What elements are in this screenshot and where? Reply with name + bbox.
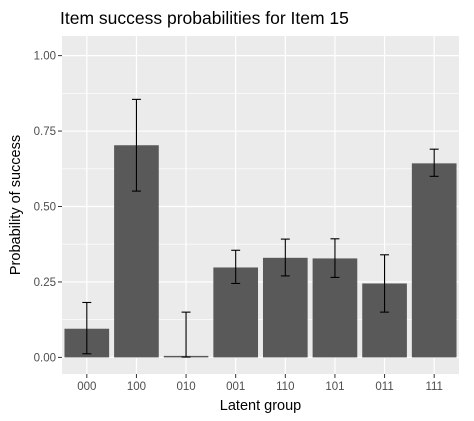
x-tick-label: 001 — [226, 381, 245, 393]
chart-title: Item success probabilities for Item 15 — [60, 8, 349, 28]
y-tick-label: 0.50 — [34, 202, 56, 214]
y-tick-label: 0.00 — [34, 352, 56, 364]
error-bar-111 — [429, 148, 439, 177]
error-bar-000 — [82, 301, 92, 355]
x-tick-label: 100 — [127, 381, 146, 393]
x-axis-ticks: 000 100 010 001 110 101 011 111 — [77, 374, 443, 393]
y-axis-title: Probability of success — [8, 135, 24, 275]
y-tick-label: 1.00 — [34, 51, 56, 63]
error-bar-101 — [330, 238, 340, 278]
error-bar-011 — [380, 254, 390, 313]
error-bar-100 — [131, 98, 141, 192]
error-bar-001 — [231, 249, 241, 285]
y-tick-label: 0.75 — [34, 126, 56, 138]
x-tick-label: 000 — [77, 381, 96, 393]
x-tick-label: 011 — [375, 381, 393, 393]
y-tick-label: 0.25 — [34, 277, 56, 289]
x-tick-label: 010 — [176, 381, 195, 393]
y-axis-ticks: 0.00 0.25 0.50 0.75 1.00 — [34, 51, 62, 364]
x-tick-label: 110 — [276, 381, 294, 393]
bar-111 — [411, 163, 457, 358]
x-tick-label: 111 — [425, 381, 442, 393]
x-axis-title: Latent group — [220, 398, 301, 414]
error-bar-010 — [181, 311, 191, 358]
error-bars — [82, 98, 439, 358]
x-tick-label: 101 — [325, 381, 344, 393]
error-bar-110 — [280, 238, 290, 277]
